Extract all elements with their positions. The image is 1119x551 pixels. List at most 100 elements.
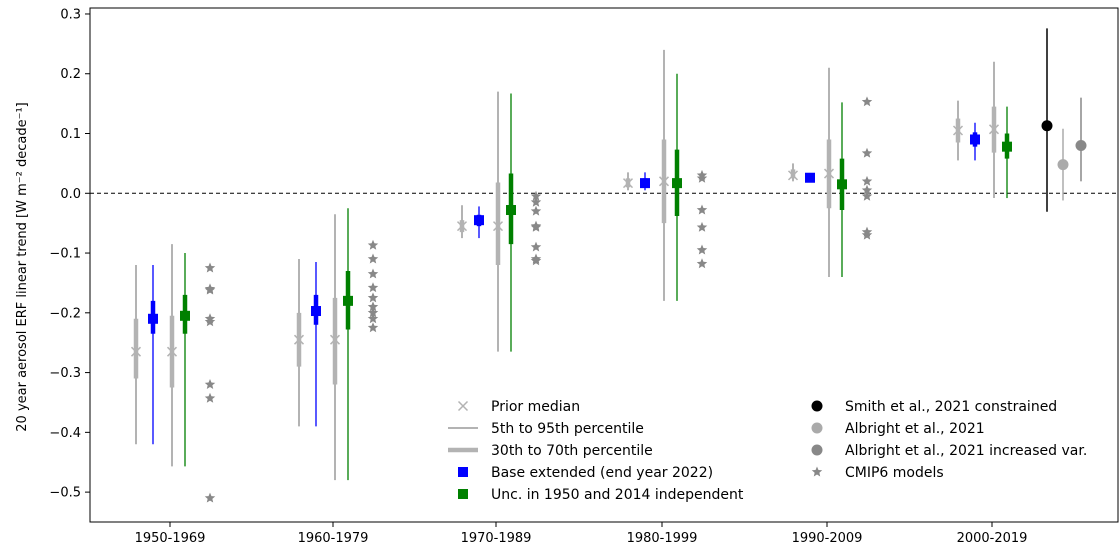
post-median-0-1960-1979 — [311, 306, 321, 317]
prior-median-0-1980-1999 — [622, 178, 634, 189]
prior-median-1-1960-1979-stroke-b — [329, 334, 341, 345]
legend-label: Unc. in 1950 and 2014 independent — [491, 487, 744, 503]
cmip6-star-1990-2009-2 — [861, 175, 873, 186]
prior-median-0-1950-1969 — [130, 346, 142, 357]
legend-marker-albright-var — [811, 444, 823, 456]
x-tick-label: 1990-2009 — [792, 531, 863, 546]
cmip6-star-1970-1989-4 — [530, 221, 542, 232]
post-median-0-1990-2009 — [805, 172, 815, 183]
smith-2021-median — [1041, 120, 1053, 132]
group-1990-2009 — [787, 67, 873, 277]
y-tick-label: −0.2 — [49, 306, 81, 321]
cmip6-star-1950-1969-5 — [204, 379, 216, 389]
prior-median-0-1960-1979 — [293, 334, 305, 345]
post-median-1-1960-1979 — [343, 295, 353, 306]
cmip6-star-1960-1979-6 — [367, 307, 379, 318]
prior-median-1-2000-2019-stroke-b — [988, 124, 1000, 135]
group-2000-2019 — [952, 61, 1012, 199]
cmip6-star-1980-1999-2 — [696, 204, 708, 215]
cmip6-star-1960-1979-7 — [367, 313, 379, 324]
post-median-0-1950-1969 — [148, 313, 158, 324]
cmip6-star-1970-1989-1 — [530, 196, 542, 207]
prior-median-1-1960-1979 — [329, 334, 341, 345]
post-median-1-1970-1989 — [506, 205, 516, 216]
albright-2021-var-median — [1075, 139, 1087, 151]
y-tick-label: 0.1 — [60, 127, 81, 142]
prior-median-0-1960-1979-stroke-b — [293, 334, 305, 345]
x-tick-label: 2000-2019 — [957, 531, 1028, 546]
group-1970-1989 — [456, 91, 542, 352]
prior-median-1-1980-1999-stroke-b — [658, 176, 670, 187]
y-tick-label: −0.4 — [49, 426, 81, 441]
legend-marker-unc — [458, 489, 468, 499]
cmip6-star-1980-1999-4 — [696, 244, 708, 255]
prior-median-1-1970-1989 — [492, 221, 504, 232]
cmip6-star-1970-1989-7 — [530, 255, 542, 266]
prior-median-0-1990-2009-stroke-b — [787, 170, 799, 181]
post-median-0-1980-1999 — [640, 178, 650, 189]
albright-2021-median — [1057, 159, 1069, 171]
cmip6-star-1960-1979-8 — [367, 322, 379, 333]
legend-label: CMIP6 models — [845, 465, 944, 481]
y-axis-label: 20 year aerosol ERF linear trend [W m⁻² … — [15, 102, 30, 431]
legend-label: Albright et al., 2021 — [845, 421, 985, 437]
cmip6-star-1960-1979-2 — [367, 268, 379, 279]
cmip6-star-1960-1979-3 — [367, 282, 379, 293]
y-tick-label: −0.3 — [49, 366, 81, 381]
group-1960-1979 — [293, 208, 379, 481]
post-median-1-1990-2009 — [837, 179, 847, 190]
cmip6-star-1980-1999-1 — [696, 172, 708, 183]
legend-marker-prior-median — [457, 400, 469, 412]
group-1980-1999 — [622, 49, 708, 301]
prior-median-0-1980-1999-stroke-b — [622, 178, 634, 189]
prior-median-0-1950-1969-stroke-b — [130, 346, 142, 357]
cmip6-star-1950-1969-0 — [204, 262, 216, 273]
post-median-1-1950-1969 — [180, 310, 190, 321]
cmip6-star-1990-2009-6 — [861, 229, 873, 240]
prior-median-0-2000-2019-stroke-b — [952, 125, 964, 136]
post-median-0-2000-2019 — [970, 134, 980, 145]
legend-label: 30th to 70th percentile — [491, 443, 653, 459]
prior-median-0-1990-2009 — [787, 170, 799, 181]
cmip6-star-1970-1989-2 — [530, 205, 542, 216]
x-tick-label: 1960-1979 — [298, 531, 369, 546]
post-median-1-2000-2019 — [1002, 141, 1012, 152]
x-tick-label: 1980-1999 — [627, 531, 698, 546]
cmip6-star-1990-2009-0 — [861, 96, 873, 107]
cmip6-star-1950-1969-7 — [204, 492, 216, 503]
legend-label: Base extended (end year 2022) — [491, 465, 713, 481]
cmip6-star-1950-1969-2 — [204, 284, 216, 295]
group-1950-1969 — [130, 244, 216, 503]
cmip6-star-1990-2009-1 — [861, 147, 873, 158]
cmip6-star-1960-1979-4 — [367, 292, 379, 303]
legend: Prior median 5th to 95th percentile 30th t… — [448, 399, 1087, 503]
prior-median-0-1970-1989 — [456, 221, 468, 232]
legend-marker-prior-median-stroke-b — [457, 400, 469, 412]
prior-median-1-1990-2009 — [823, 168, 835, 179]
cmip6-star-1990-2009-4 — [861, 190, 873, 201]
legend-label: Prior median — [491, 399, 580, 415]
prior-median-1-1970-1989-stroke-b — [492, 221, 504, 232]
legend-marker-albright — [811, 422, 823, 434]
post-median-1-1980-1999 — [672, 178, 682, 189]
plot-area: −0.5 −0.4 −0.3 −0.2 −0.1 0.0 0.1 0.2 0.3 1950-196… — [49, 7, 1119, 546]
y-tick-label: −0.1 — [49, 247, 81, 262]
x-tick-label: 1970-1989 — [461, 531, 532, 546]
prior-median-0-2000-2019 — [952, 125, 964, 136]
legend-marker-base — [458, 467, 468, 477]
legend-marker-smith — [811, 400, 823, 412]
cmip6-star-1980-1999-3 — [696, 221, 708, 232]
cmip6-star-1950-1969-6 — [204, 392, 216, 403]
prior-median-1-1980-1999 — [658, 176, 670, 187]
x-tick-label: 1950-1969 — [135, 531, 206, 546]
prior-median-1-2000-2019 — [988, 124, 1000, 135]
cmip6-star-1960-1979-5 — [367, 301, 379, 312]
prior-median-0-1970-1989-stroke-b — [456, 221, 468, 232]
y-tick-label: 0.3 — [60, 7, 81, 22]
post-median-0-1970-1989 — [474, 215, 484, 226]
prior-median-1-1950-1969-stroke-b — [166, 346, 178, 357]
cmip6-star-1960-1979-1 — [367, 253, 379, 264]
cmip6-star-1970-1989-0 — [530, 190, 542, 201]
legend-label: 5th to 95th percentile — [491, 421, 644, 437]
y-tick-label: 0.0 — [60, 187, 81, 202]
